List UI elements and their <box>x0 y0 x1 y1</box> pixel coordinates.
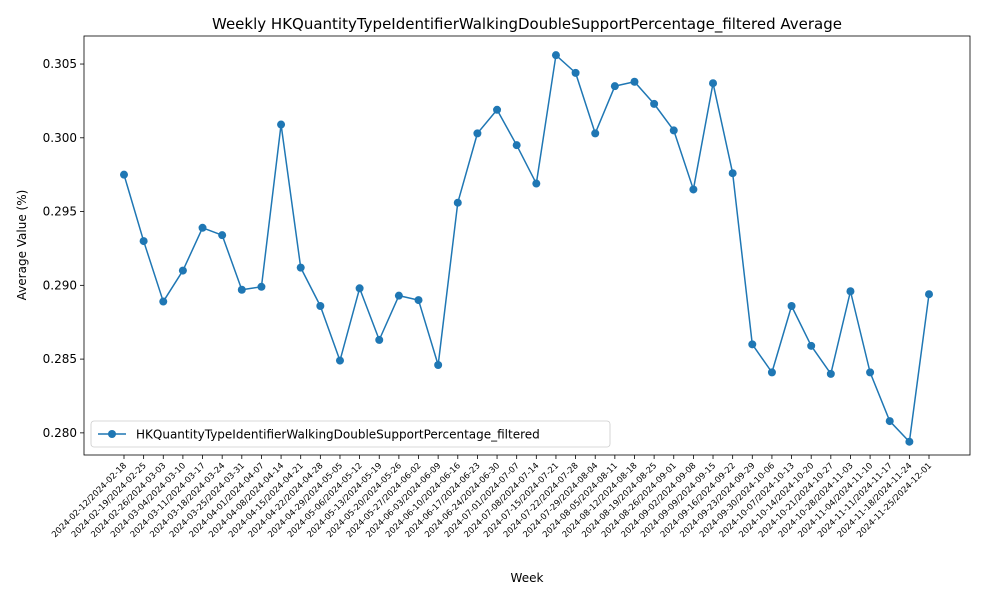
data-point <box>846 287 855 296</box>
data-point <box>414 296 423 305</box>
y-tick-label: 0.290 <box>43 278 77 292</box>
x-axis: 2024-02-12/2024-02-182024-02-19/2024-02-… <box>50 455 934 540</box>
data-point <box>335 356 344 365</box>
legend-box <box>90 420 611 448</box>
legend-marker-swatch <box>108 430 116 438</box>
data-point <box>434 361 443 369</box>
data-point <box>355 284 364 293</box>
data-point <box>394 291 403 300</box>
y-tick-label: 0.305 <box>43 57 77 71</box>
data-point <box>866 368 875 377</box>
data-point <box>257 282 266 291</box>
legend: HKQuantityTypeIdentifierWalkingDoubleSup… <box>90 420 611 448</box>
x-axis-label: Week <box>511 571 544 585</box>
data-point <box>925 290 933 299</box>
data-point <box>120 170 128 179</box>
data-point <box>198 223 207 232</box>
plot-area <box>83 35 971 456</box>
data-point <box>139 237 148 246</box>
data-point <box>375 335 384 344</box>
data-point <box>807 341 816 350</box>
data-point <box>885 417 894 426</box>
data-point <box>591 129 600 138</box>
legend-label: HKQuantityTypeIdentifierWalkingDoubleSup… <box>136 428 540 442</box>
data-point <box>473 129 482 138</box>
data-point <box>669 126 678 135</box>
data-point <box>316 301 325 310</box>
data-point <box>728 169 737 178</box>
data-point <box>571 68 580 77</box>
y-tick-label: 0.295 <box>43 205 77 219</box>
data-point <box>551 51 560 60</box>
data-point <box>296 263 305 272</box>
data-point <box>532 179 541 188</box>
data-point <box>453 198 462 207</box>
data-point <box>826 369 835 378</box>
chart-title: Weekly HKQuantityTypeIdentifierWalkingDo… <box>212 15 842 34</box>
data-point <box>493 105 502 114</box>
data-point <box>787 301 796 310</box>
y-axis-label: Average Value (%) <box>15 190 29 301</box>
y-tick-label: 0.280 <box>43 426 77 440</box>
data-point <box>767 368 776 377</box>
data-point <box>689 185 698 194</box>
data-point <box>178 266 187 275</box>
series-layer <box>120 51 933 446</box>
data-point <box>218 231 227 240</box>
data-point <box>237 285 246 294</box>
y-axis: 0.280 0.285 0.290 0.295 0.300 0.305 <box>43 57 84 440</box>
data-point <box>610 82 619 91</box>
data-point <box>905 437 914 446</box>
data-point <box>159 297 168 306</box>
data-point <box>277 120 286 129</box>
data-point <box>650 99 659 108</box>
y-tick-label: 0.300 <box>43 131 77 145</box>
y-tick-label: 0.285 <box>43 352 77 366</box>
data-point <box>512 141 521 150</box>
data-point <box>630 77 639 86</box>
data-point <box>748 340 757 349</box>
data-point <box>709 79 718 88</box>
